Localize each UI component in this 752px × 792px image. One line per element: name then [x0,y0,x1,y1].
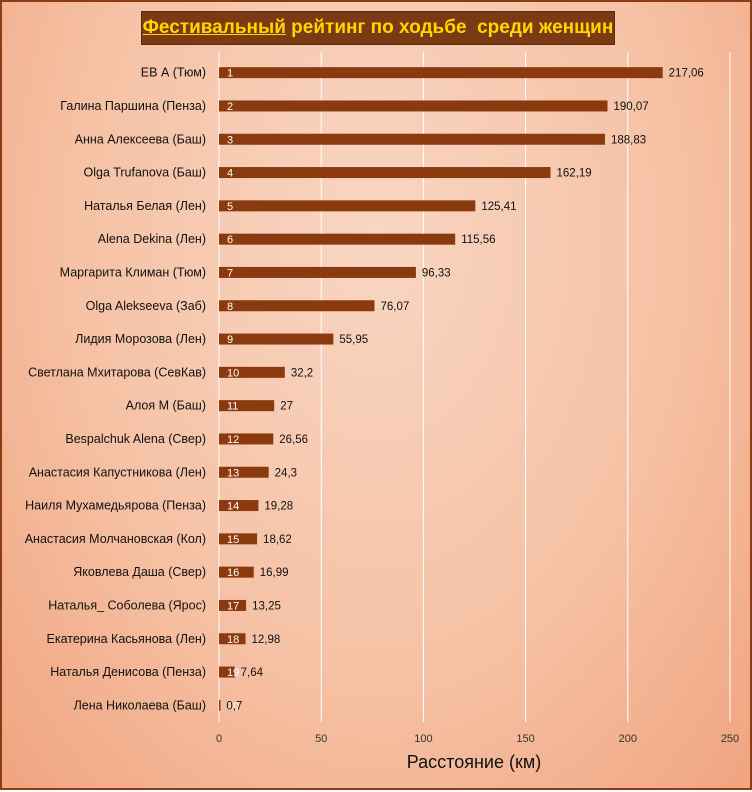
value-label: 19,28 [264,501,293,513]
value-label: 16,99 [260,567,289,579]
x-axis-title: Расстояние (км) [407,752,541,772]
category-label: Olga Trufanova (Баш) [84,166,206,180]
rank-label: 5 [227,201,233,213]
rank-label: 11 [227,401,238,413]
x-tick-label: 150 [516,733,534,745]
rank-label: 20 [227,700,239,712]
bar [219,233,456,245]
value-label: 217,06 [669,68,704,80]
value-label: 115,56 [461,234,495,246]
rank-label: 2 [227,101,233,113]
rank-label: 18 [227,634,239,646]
category-label: ЕВ А (Тюм) [141,66,206,80]
bar [219,400,275,412]
value-label: 76,07 [380,301,409,313]
bar [219,133,605,145]
category-label: Olga Alekseeva (Заб) [86,299,206,313]
bar [219,500,259,512]
value-label: 24,3 [275,467,297,479]
x-tick-label: 50 [315,733,327,745]
category-label: Яковлева Даша (Свер) [73,565,206,579]
rank-label: 13 [227,467,239,479]
x-tick-label: 0 [216,733,222,745]
bar [219,100,608,112]
rank-label: 12 [227,434,239,446]
bar [219,200,476,212]
category-label: Анна Алексеева (Баш) [75,132,206,146]
chart-title-part2: рейтинг по ходьбе среди женщин [285,17,614,38]
value-label: 7,64 [241,667,264,679]
value-label: 18,62 [263,534,292,546]
chart-title-part1: Фестивальный [142,17,286,38]
category-label: Alena Dekina (Лен) [98,232,206,246]
value-label: 162,19 [557,168,592,180]
bar [219,333,334,345]
value-label: 26,56 [279,434,308,446]
bar [219,566,254,578]
value-label: 190,07 [614,101,649,113]
rank-label: 15 [227,534,239,546]
category-label: Наталья Белая (Лен) [84,199,206,213]
category-label: Наиля Мухамедьярова (Пенза) [25,499,206,513]
rank-label: 3 [227,134,233,146]
x-tick-label: 200 [619,733,637,745]
bar [219,533,258,545]
chart-title: Фестивальный рейтинг по ходьбе среди жен… [141,11,615,45]
rank-label: 16 [227,567,239,579]
bar [219,300,375,312]
x-tick-label: 100 [414,733,432,745]
x-tick-label: 250 [721,733,739,745]
category-label: Анастасия Капустникова (Лен) [29,465,206,479]
rank-label: 17 [227,600,239,612]
category-label: Светлана Мхитарова (СевКав) [28,365,206,379]
bar [219,699,221,711]
bar [219,599,247,611]
rank-label: 10 [227,367,239,379]
bar [219,666,235,678]
rank-label: 19 [227,667,239,679]
value-label: 13,25 [252,600,281,612]
rank-label: 6 [227,234,233,246]
value-label: 32,2 [291,367,313,379]
bar [219,266,416,278]
category-label: Галина Паршина (Пенза) [60,99,206,113]
category-label: Лидия Морозова (Лен) [75,332,206,346]
value-label: 12,98 [252,634,281,646]
rank-label: 4 [227,168,233,180]
bar [219,633,246,645]
rank-label: 9 [227,334,233,346]
rank-label: 7 [227,267,233,279]
category-label: Лена Николаева (Баш) [74,698,206,712]
value-label: 55,95 [339,334,368,346]
value-label: 188,83 [611,134,646,146]
value-label: 125,41 [481,201,516,213]
category-label: Екатерина Касьянова (Лен) [47,632,207,646]
bar [219,466,269,478]
rank-label: 1 [227,68,233,80]
category-label: Наталья_ Соболева (Ярос) [48,598,206,612]
category-label: Маргарита Климан (Тюм) [60,265,206,279]
category-label: Bespalchuk Alena (Свер) [65,432,206,446]
bar [219,167,551,179]
bar [219,433,274,445]
category-label: Алоя М (Баш) [126,399,206,413]
rank-label: 8 [227,301,233,313]
bar [219,366,285,378]
value-label: 27 [280,401,293,413]
bar [219,67,663,79]
category-label: Анастасия Молчановская (Кол) [25,532,206,546]
value-label: 0,7 [226,700,242,712]
rank-label: 14 [227,501,239,513]
category-label: Наталья Денисова (Пенза) [50,665,206,679]
value-label: 96,33 [422,267,451,279]
